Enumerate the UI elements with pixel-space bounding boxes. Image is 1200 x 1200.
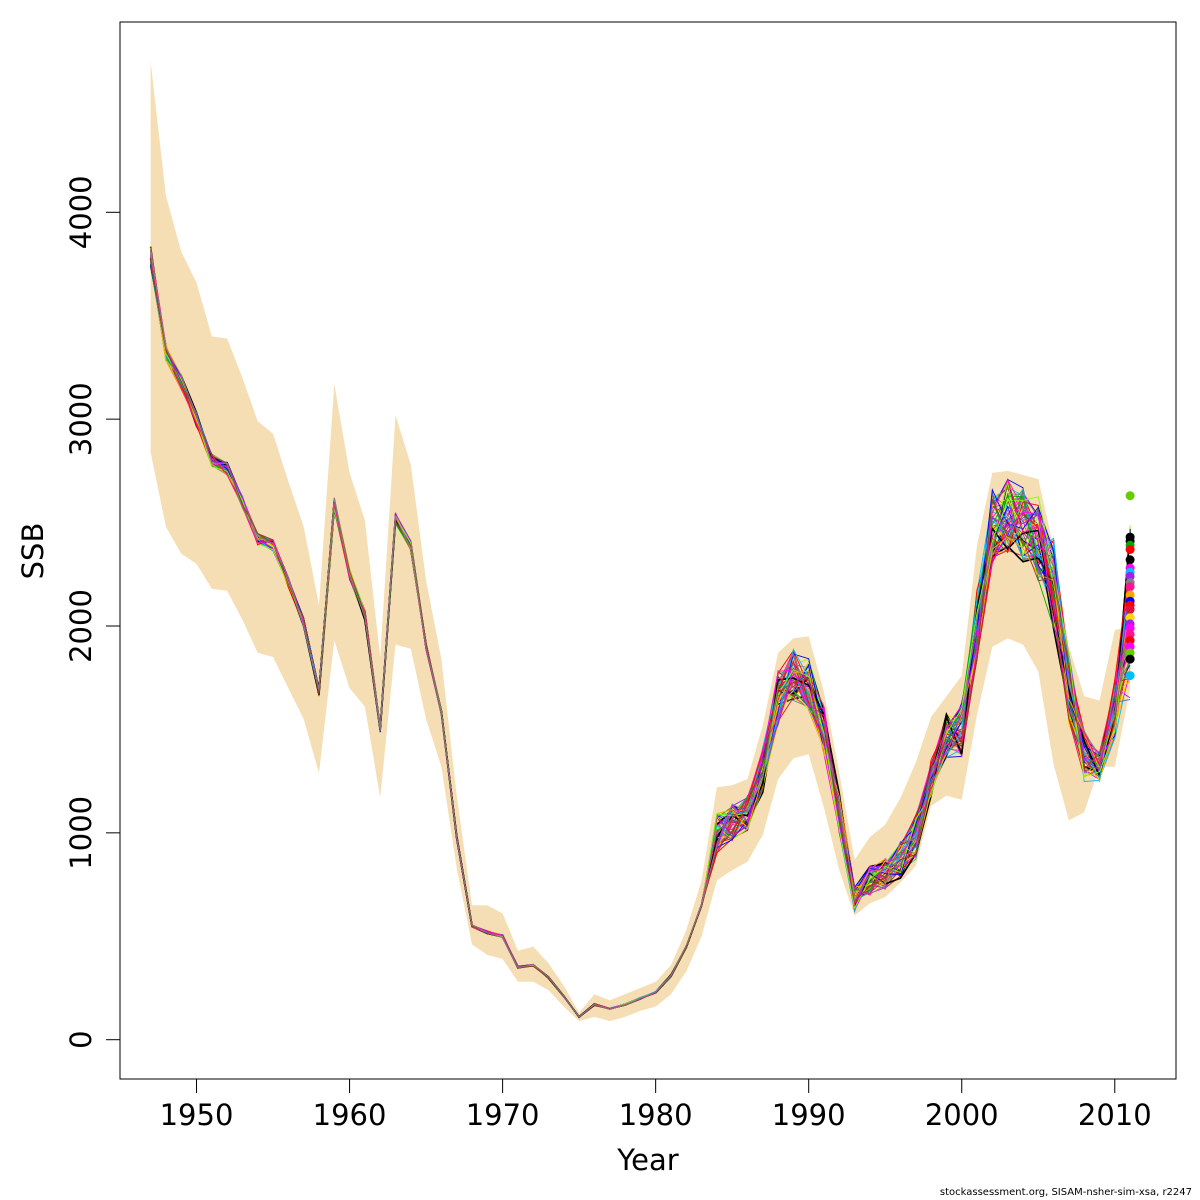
confidence-band bbox=[150, 61, 1131, 1022]
x-tick-label: 1980 bbox=[619, 1098, 693, 1132]
y-tick-label: 4000 bbox=[64, 175, 98, 249]
x-tick-label: 1970 bbox=[466, 1098, 540, 1132]
final-point bbox=[1125, 555, 1135, 565]
final-year-points bbox=[1125, 491, 1135, 681]
final-point bbox=[1125, 629, 1135, 639]
x-tick-label: 1950 bbox=[160, 1098, 234, 1132]
x-tick-label: 2000 bbox=[925, 1098, 999, 1132]
final-point bbox=[1125, 545, 1135, 554]
confidence-band-area bbox=[150, 61, 1131, 1022]
y-tick-label: 3000 bbox=[64, 382, 98, 456]
final-point bbox=[1125, 654, 1135, 664]
x-axis: 1950 1960 1970 1980 1990 2000 2010 bbox=[160, 1078, 1152, 1132]
y-tick-label: 2000 bbox=[64, 589, 98, 663]
final-point bbox=[1125, 491, 1135, 501]
x-tick-label: 1960 bbox=[313, 1098, 387, 1132]
replicate-lines bbox=[149, 246, 1131, 1019]
final-point bbox=[1125, 571, 1135, 581]
y-tick-label: 1000 bbox=[64, 796, 98, 870]
final-point bbox=[1125, 642, 1135, 652]
final-point bbox=[1125, 605, 1135, 614]
final-point bbox=[1125, 582, 1135, 592]
y-axis: 0 1000 2000 3000 4000 bbox=[64, 175, 121, 1049]
final-point bbox=[1125, 636, 1135, 645]
y-tick-label: 0 bbox=[64, 1030, 98, 1048]
x-axis-title: Year bbox=[616, 1143, 678, 1177]
final-point bbox=[1125, 613, 1135, 623]
final-point bbox=[1125, 623, 1135, 633]
replicate-line bbox=[150, 249, 1131, 1018]
credit-text: stockassessment.org, SISAM-nsher-sim-xsa… bbox=[939, 1187, 1192, 1198]
x-tick-label: 2010 bbox=[1078, 1098, 1152, 1132]
x-tick-label: 1990 bbox=[772, 1098, 846, 1132]
y-axis-title: SSB bbox=[16, 523, 50, 580]
final-point bbox=[1125, 671, 1135, 681]
final-point bbox=[1125, 590, 1135, 600]
final-point bbox=[1125, 648, 1135, 658]
